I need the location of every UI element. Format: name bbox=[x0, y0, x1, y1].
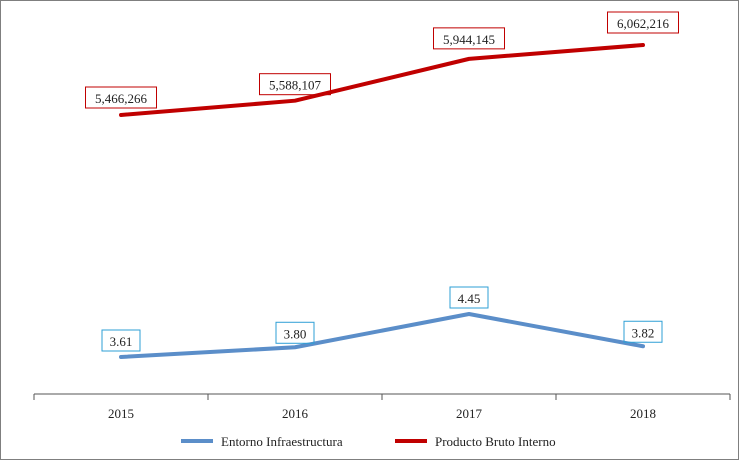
data-labels: 3.61 3.80 4.45 3.82 5,466,266 5,588,107 5,944,… bbox=[85, 11, 679, 352]
data-label-text: 5,944,145 bbox=[443, 32, 495, 47]
data-label-producto-bruto-interno-2015: 5,466,266 bbox=[85, 86, 157, 109]
x-tick-label-2016: 2016 bbox=[282, 406, 309, 421]
data-label-entorno-infraestructura-2018: 3.82 bbox=[623, 320, 663, 343]
data-label-producto-bruto-interno-2016: 5,588,107 bbox=[259, 73, 331, 96]
data-label-box bbox=[85, 86, 157, 109]
data-label-producto-bruto-interno-2017: 5,944,145 bbox=[433, 27, 505, 50]
legend-label: Producto Bruto Interno bbox=[435, 434, 556, 449]
series-line-producto-bruto-interno bbox=[119, 43, 645, 117]
data-label-text: 4.45 bbox=[458, 291, 481, 306]
data-label-entorno-infraestructura-2015: 3.61 bbox=[101, 329, 141, 352]
data-label-text: 3.82 bbox=[632, 325, 655, 340]
data-label-text: 3.61 bbox=[110, 334, 133, 349]
x-tick-label-2015: 2015 bbox=[108, 406, 134, 421]
data-label-box bbox=[449, 286, 489, 309]
series-line-entorno-infraestructura bbox=[119, 312, 645, 359]
data-label-box bbox=[259, 73, 331, 96]
x-tick-label-2018: 2018 bbox=[630, 406, 656, 421]
data-label-box bbox=[101, 329, 141, 352]
data-label-entorno-infraestructura-2016: 3.80 bbox=[275, 321, 315, 344]
data-label-producto-bruto-interno-2018: 6,062,216 bbox=[607, 11, 679, 34]
data-label-text: 3.80 bbox=[284, 326, 307, 341]
x-axis: 2015 2016 2017 2018 bbox=[33, 393, 731, 421]
series-layer bbox=[119, 43, 645, 359]
data-label-text: 5,466,266 bbox=[95, 91, 148, 106]
x-tick-label-2017: 2017 bbox=[456, 406, 483, 421]
data-label-box bbox=[623, 320, 663, 343]
legend-item-producto-bruto-interno: Producto Bruto Interno bbox=[395, 434, 556, 449]
data-label-box bbox=[607, 11, 679, 34]
legend: Entorno Infraestructura Producto Bruto In… bbox=[181, 434, 556, 449]
data-label-text: 6,062,216 bbox=[617, 16, 670, 31]
data-label-box bbox=[275, 321, 315, 344]
legend-item-entorno-infraestructura: Entorno Infraestructura bbox=[181, 434, 343, 449]
data-label-text: 5,588,107 bbox=[269, 78, 322, 93]
data-label-entorno-infraestructura-2017: 4.45 bbox=[449, 286, 489, 309]
data-label-box bbox=[433, 27, 505, 50]
legend-label: Entorno Infraestructura bbox=[221, 434, 343, 449]
